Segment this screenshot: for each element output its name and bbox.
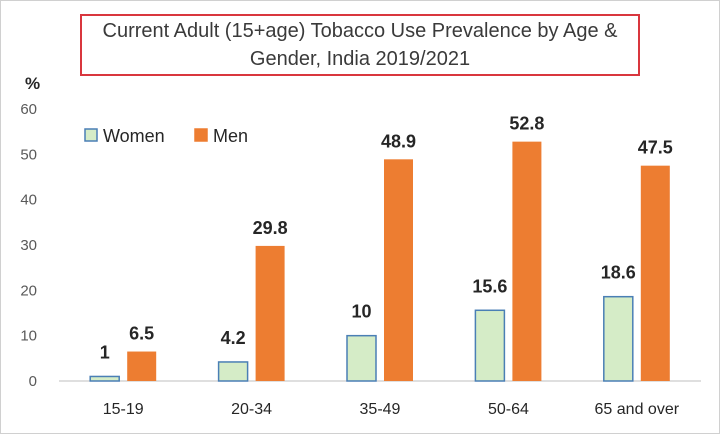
chart-title-box: Current Adult (15+age) Tobacco Use Preva… [80,14,640,76]
bar-men [384,159,413,381]
x-tick-label: 65 and over [595,401,680,418]
data-label-men: 48.9 [381,131,416,151]
data-label-women: 1 [100,342,110,362]
bar-men [640,165,670,381]
y-tick-label: 10 [20,328,37,345]
data-label-women: 4.2 [221,328,246,348]
x-tick-label: 50-64 [488,401,529,418]
data-label-women: 10 [351,302,371,322]
bar-men [127,351,157,381]
bar-women [474,309,506,382]
x-tick-label: 20-34 [231,401,272,418]
data-label-women: 15.6 [472,276,507,296]
y-tick-label: 20 [20,282,37,299]
data-label-men: 29.8 [253,218,288,238]
bar-men [255,245,285,381]
legend-swatch-men [194,128,208,142]
data-label-men: 47.5 [638,138,673,158]
bar-women [89,375,120,382]
y-tick-label: 30 [20,237,37,254]
legend-label-men: Men [213,126,248,146]
y-axis-unit: % [25,74,40,93]
bar-women [603,295,634,382]
bar-men [512,141,542,381]
x-tick-label: 15-19 [103,401,144,418]
legend-label-women: Women [103,126,165,146]
legend-swatch-women [84,128,98,142]
x-tick-label: 35-49 [360,401,401,418]
data-label-men: 6.5 [129,324,154,344]
y-tick-label: 0 [29,373,37,390]
data-label-women: 18.6 [601,263,636,283]
chart-title: Current Adult (15+age) Tobacco Use Preva… [102,20,618,70]
data-label-men: 52.8 [509,114,544,134]
bar-women [217,361,249,382]
y-tick-label: 60 [20,101,37,118]
bar-women [346,334,377,382]
y-tick-label: 40 [20,192,37,209]
y-tick-label: 50 [20,146,37,163]
